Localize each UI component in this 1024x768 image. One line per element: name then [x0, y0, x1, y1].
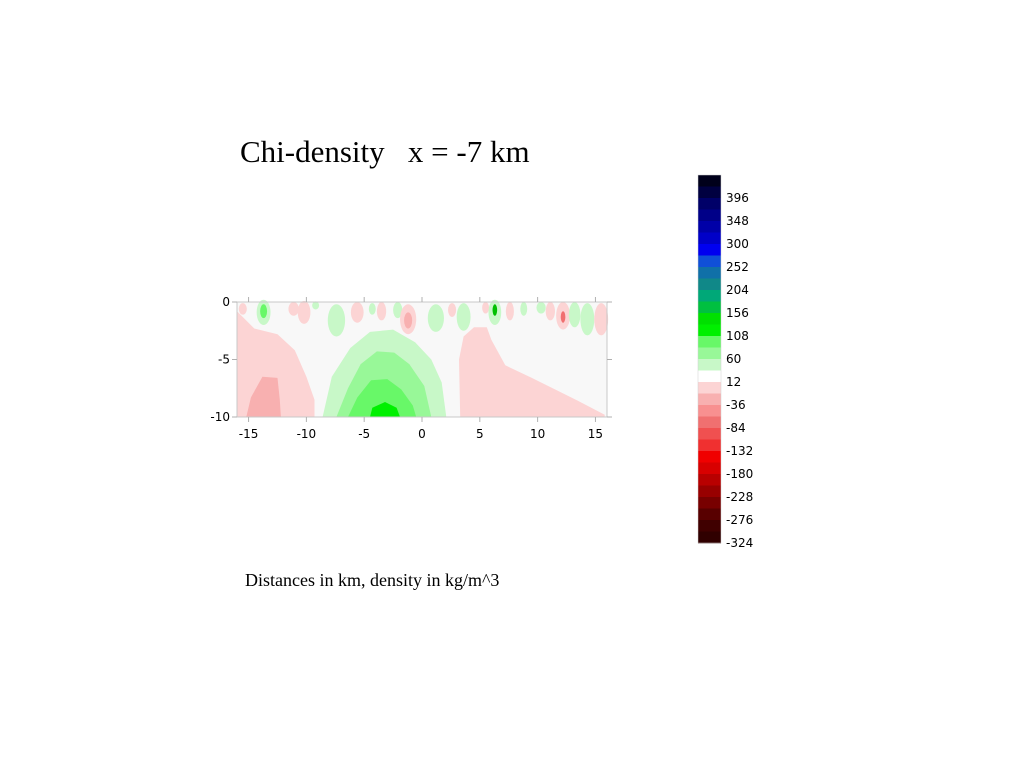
colorbar-swatch	[698, 313, 721, 325]
surface-anomaly	[580, 303, 595, 336]
surface-anomaly	[297, 300, 311, 324]
colorbar-swatch	[698, 186, 721, 199]
x-tick-label: -5	[358, 427, 370, 441]
surface-anomaly	[520, 302, 528, 316]
contour-region-positive-inner	[348, 379, 417, 417]
x-tick-label: 15	[588, 427, 603, 441]
colorbar-swatch	[698, 393, 721, 406]
colorbar-swatch	[698, 359, 721, 371]
surface-anomaly	[448, 303, 457, 317]
colorbar-label: 60	[726, 352, 741, 366]
surface-anomaly	[594, 303, 609, 336]
contour-region-negative-right	[459, 327, 605, 417]
colorbar-swatch	[698, 405, 721, 417]
y-tick-label: -10	[210, 410, 230, 424]
colorbar-swatch	[698, 347, 721, 360]
colorbar-label: -276	[726, 513, 753, 527]
colorbar-swatch	[698, 497, 721, 509]
colorbar-label: -324	[726, 536, 753, 550]
colorbar-frame	[697, 174, 722, 544]
colorbar-swatch	[698, 439, 721, 452]
colorbar-labels: 396 348 300 252 204 156 108 60 12 -36 -84 -132 -180 -…	[726, 191, 753, 550]
surface-anomaly	[368, 303, 376, 315]
surface-anomaly	[456, 303, 471, 331]
colorbar-label: -36	[726, 398, 746, 412]
contour-region-negative-left-core	[246, 376, 281, 417]
colorbar: 396 348 300 252 204 156 108 60 12 -36 -84 -132 -180 -…	[697, 174, 753, 550]
colorbar-swatch	[698, 370, 721, 383]
colorbar-label: 396	[726, 191, 749, 205]
contour-region-positive-core	[370, 402, 400, 417]
colorbar-label: 156	[726, 306, 749, 320]
colorbar-swatches	[697, 174, 722, 544]
y-tick-label: -5	[218, 353, 230, 367]
contour-plot: -15 -10 -5 0 5 10 15 0 -5 -10	[210, 295, 612, 441]
colorbar-swatch	[698, 301, 721, 314]
colorbar-label: 348	[726, 214, 749, 228]
colorbar-label: 300	[726, 237, 749, 251]
x-tick-label: -10	[297, 427, 317, 441]
surface-anomaly	[312, 301, 320, 310]
x-tick-label: -15	[239, 427, 259, 441]
colorbar-label: -132	[726, 444, 753, 458]
x-tick-label: 10	[530, 427, 545, 441]
surface-anomaly	[238, 303, 247, 315]
y-tick-label: 0	[222, 295, 230, 309]
surface-anomaly	[260, 304, 268, 319]
surface-anomaly	[545, 302, 555, 321]
colorbar-label: 108	[726, 329, 749, 343]
units-caption: Distances in km, density in kg/m^3	[245, 570, 500, 590]
x-tick-label: 5	[476, 427, 484, 441]
x-tick-label: 0	[418, 427, 426, 441]
colorbar-swatch	[698, 382, 721, 394]
surface-anomaly	[404, 312, 413, 329]
surface-anomaly	[376, 302, 387, 321]
surface-anomaly	[536, 302, 546, 314]
colorbar-swatch	[698, 244, 721, 256]
colorbar-swatch	[698, 324, 721, 337]
colorbar-label: -180	[726, 467, 753, 481]
plot-area	[237, 299, 609, 417]
colorbar-swatch	[698, 462, 721, 475]
colorbar-swatch	[698, 198, 721, 210]
colorbar-label: 12	[726, 375, 741, 389]
colorbar-swatch	[698, 416, 721, 429]
colorbar-swatch	[698, 336, 721, 348]
colorbar-swatch	[698, 531, 721, 544]
chart-title: Chi-density x = -7 km	[240, 134, 530, 169]
colorbar-label: 252	[726, 260, 749, 274]
surface-anomaly	[482, 302, 490, 314]
surface-anomaly	[492, 304, 498, 316]
surface-anomaly	[568, 302, 581, 328]
colorbar-label: -84	[726, 421, 746, 435]
colorbar-swatch	[698, 428, 721, 440]
colorbar-swatch	[698, 255, 721, 268]
surface-anomaly	[393, 302, 403, 319]
colorbar-swatch	[698, 520, 721, 532]
colorbar-swatch	[698, 508, 721, 521]
colorbar-swatch	[698, 290, 721, 302]
surface-anomaly	[560, 311, 566, 323]
colorbar-swatch	[698, 221, 721, 233]
surface-anomaly	[350, 302, 364, 323]
colorbar-swatch	[698, 474, 721, 486]
colorbar-swatch	[698, 485, 721, 498]
colorbar-swatch	[698, 209, 721, 222]
colorbar-swatch	[698, 175, 721, 187]
surface-anomaly	[505, 302, 514, 321]
surface-anomaly	[288, 302, 299, 316]
plot-axes: -15 -10 -5 0 5 10 15 0 -5 -10	[210, 295, 612, 441]
surface-anomaly	[427, 304, 444, 332]
colorbar-label: 204	[726, 283, 749, 297]
colorbar-swatch	[698, 451, 721, 463]
colorbar-swatch	[698, 267, 721, 279]
surface-anomaly	[327, 304, 346, 337]
colorbar-swatch	[698, 278, 721, 291]
colorbar-swatch	[698, 232, 721, 245]
colorbar-label: -228	[726, 490, 753, 504]
